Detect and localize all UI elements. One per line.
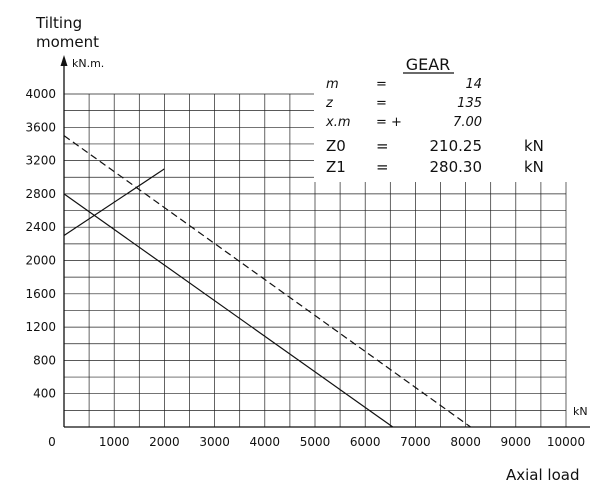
info-row-label: z (325, 96, 334, 111)
info-row-value: 280.30 (430, 158, 483, 176)
y-tick-label: 2000 (25, 254, 56, 268)
info-table-title: GEAR (406, 55, 451, 74)
y-tick-label: 4000 (25, 87, 56, 101)
series-line-3 (63, 168, 165, 237)
y-axis-title-line-2: moment (36, 33, 100, 51)
info-row-label: m (326, 77, 339, 92)
y-tick-label: 3600 (25, 120, 56, 134)
info-row-label: Z0 (326, 137, 346, 155)
y-axis-title-line-1: Tilting (36, 14, 83, 32)
info-row-value: 7.00 (453, 115, 482, 130)
series-lines (63, 135, 471, 428)
x-tick-label: 8000 (450, 435, 481, 449)
x-tick-label: 1000 (99, 435, 130, 449)
x-tick-label: 9000 (501, 435, 532, 449)
info-row-label: Z1 (326, 158, 346, 176)
info-row-sign: = (376, 158, 389, 176)
info-row-sign: = (376, 77, 387, 92)
info-row-sign: = + (376, 115, 402, 130)
x-tick-label: 4000 (250, 435, 281, 449)
info-table-background (314, 55, 570, 182)
y-tick-label: 2800 (25, 187, 56, 201)
info-row-label: x.m (325, 115, 351, 130)
info-row-value: 14 (465, 77, 482, 92)
x-tick-label: 10000 (547, 435, 585, 449)
info-row-value: 135 (457, 96, 482, 111)
axes (60, 55, 590, 428)
x-tick-label: 6000 (350, 435, 381, 449)
gear-info-table: GEAR m = 14 z = 135 x.m = + 7.00 Z0 = 210.25 kN Z1 = 280… (314, 55, 570, 182)
x-tick-labels: 0 1000 2000 3000 4000 5000 6000 7000 8000 9000 100… (48, 435, 585, 449)
series-line-2 (63, 135, 471, 428)
y-tick-label: 3200 (25, 154, 56, 168)
y-tick-label: 1200 (25, 320, 56, 334)
y-tick-label: 800 (33, 353, 56, 367)
series-line-1 (63, 193, 394, 428)
info-row-sign: = (376, 96, 387, 111)
y-axis-unit: kN.m. (72, 57, 105, 70)
info-row-unit: kN (524, 137, 544, 155)
y-tick-labels: 400 800 1200 1600 2000 2400 2800 3200 3600 4000 (25, 87, 56, 401)
x-tick-label: 3000 (199, 435, 230, 449)
x-axis-unit: kN (573, 405, 588, 418)
y-axis-title: Tilting moment (36, 14, 99, 52)
info-row-sign: = (376, 137, 389, 155)
info-row-unit: kN (524, 158, 544, 176)
x-tick-label: 7000 (400, 435, 431, 449)
x-tick-label: 5000 (300, 435, 331, 449)
x-tick-label: 0 (48, 435, 56, 449)
y-axis-arrow (60, 55, 68, 66)
y-tick-label: 2400 (25, 220, 56, 234)
x-tick-label: 2000 (149, 435, 180, 449)
x-axis-title: Axial load (506, 466, 580, 484)
info-row-value: 210.25 (430, 137, 483, 155)
y-tick-label: 1600 (25, 287, 56, 301)
y-tick-label: 400 (33, 387, 56, 401)
